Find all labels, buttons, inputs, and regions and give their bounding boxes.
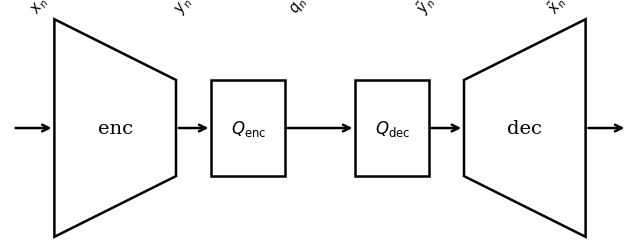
Text: dec: dec [508,119,542,138]
Text: $Q_{\mathrm{dec}}$: $Q_{\mathrm{dec}}$ [374,118,410,139]
Text: $q_n \in \mathbb{Z}^R$: $q_n \in \mathbb{Z}^R$ [283,0,332,18]
Text: $\tilde{x}_n \in \mathbb{R}^D$: $\tilde{x}_n \in \mathbb{R}^D$ [543,0,591,18]
Text: $x_n \in \mathbb{R}^D$: $x_n \in \mathbb{R}^D$ [24,0,73,18]
Text: $Q_{\mathrm{enc}}$: $Q_{\mathrm{enc}}$ [230,118,266,139]
Bar [211,81,285,176]
Text: $y_n \in \mathbb{R}^d$: $y_n \in \mathbb{R}^d$ [168,0,216,18]
Text: $\tilde{y}_n \in \mathbb{R}^d$: $\tilde{y}_n \in \mathbb{R}^d$ [411,0,460,18]
Bar [355,81,429,176]
Text: enc: enc [98,119,132,138]
